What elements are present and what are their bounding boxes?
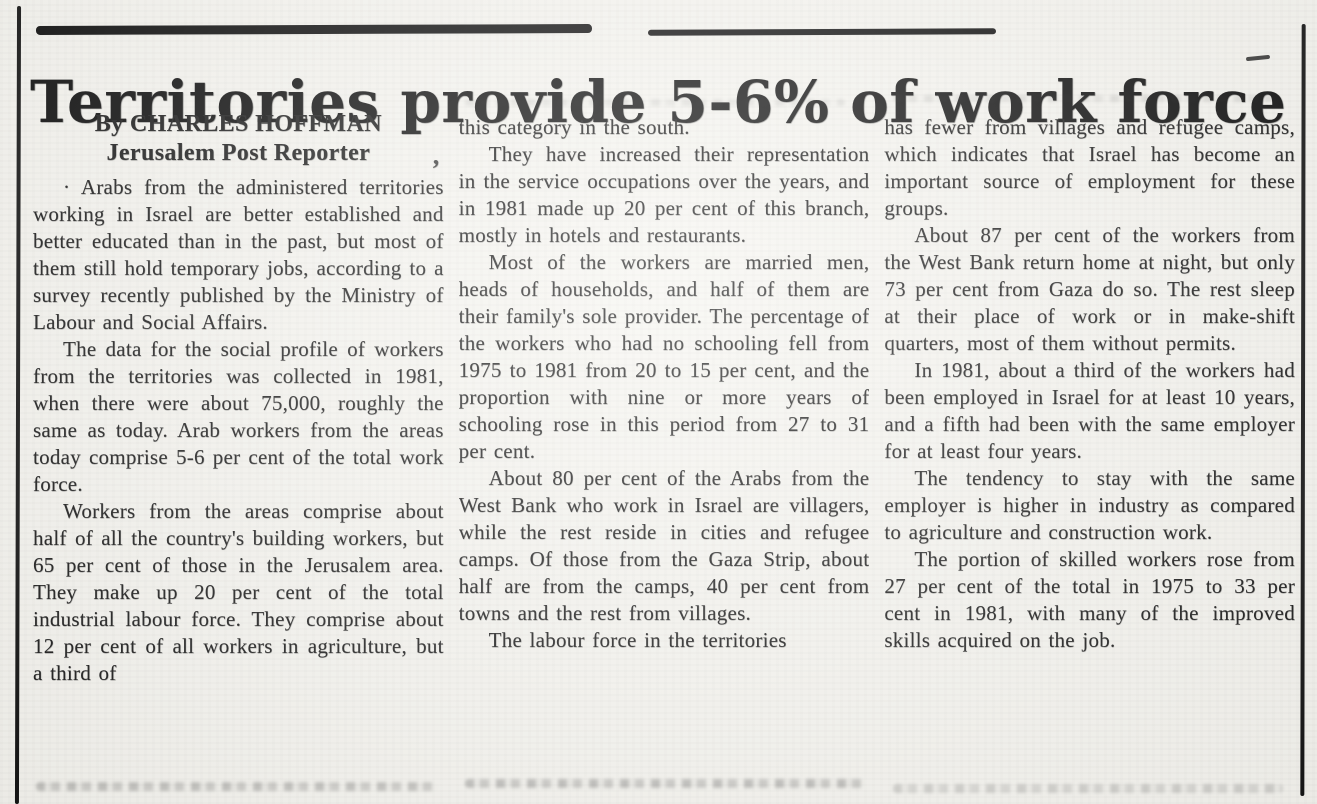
article-column-3: has fewer from villages and refugee camp… — [884, 108, 1295, 798]
byline-title: Jerusalem Post Reporter — [106, 140, 371, 166]
article-paragraph: this category in the south. — [458, 115, 690, 139]
article-paragraph: In 1981, about a third of the workers ha… — [884, 358, 1295, 463]
article-paragraph: The labour force in the territories — [488, 628, 787, 652]
byline: By CHARLES HOFFMAN Jerusalem Post Report… — [33, 110, 444, 170]
headline: Territories provide 5-6% of work force — [30, 67, 1287, 136]
left-border-rule — [14, 5, 22, 804]
article-paragraph: Most of the workers are married men, hea… — [458, 250, 870, 463]
article-paragraph: About 87 per cent of the workers from th… — [884, 223, 1295, 355]
scan-smudge-bottom-col3 — [893, 784, 1283, 793]
scan-smudge-bottom-col2 — [465, 779, 865, 788]
masthead-rule-right — [647, 28, 997, 36]
article-paragraph: · Arabs from the administered territorie… — [33, 175, 444, 334]
article-paragraph: The portion of skilled workers rose from… — [884, 547, 1295, 652]
scan-smudge-top-col3 — [893, 95, 1273, 102]
scan-artifact-mark: , — [432, 141, 440, 170]
article-paragraph: They have increased their representation… — [458, 142, 870, 247]
scan-artifact-dash — [1245, 54, 1271, 62]
byline-author: By CHARLES HOFFMAN — [94, 111, 382, 137]
article-paragraph: The data for the social profile of worke… — [33, 337, 444, 496]
article-column-1: By CHARLES HOFFMAN Jerusalem Post Report… — [33, 108, 444, 798]
article-paragraph: has fewer from villages and refugee camp… — [884, 115, 1295, 220]
article-column-2: this category in the south. They have inc… — [459, 108, 870, 798]
scan-smudge-top-col2 — [465, 99, 845, 106]
right-border-rule — [1300, 23, 1306, 797]
article-paragraph: Workers from the areas comprise about ha… — [33, 499, 444, 685]
article-paragraph: The tendency to stay with the same emplo… — [884, 466, 1295, 544]
scan-smudge-bottom-col1 — [36, 782, 438, 791]
article-paragraph: About 80 per cent of the Arabs from the … — [458, 466, 870, 625]
masthead-rule-left — [35, 24, 593, 35]
article-body: By CHARLES HOFFMAN Jerusalem Post Report… — [33, 108, 1295, 798]
